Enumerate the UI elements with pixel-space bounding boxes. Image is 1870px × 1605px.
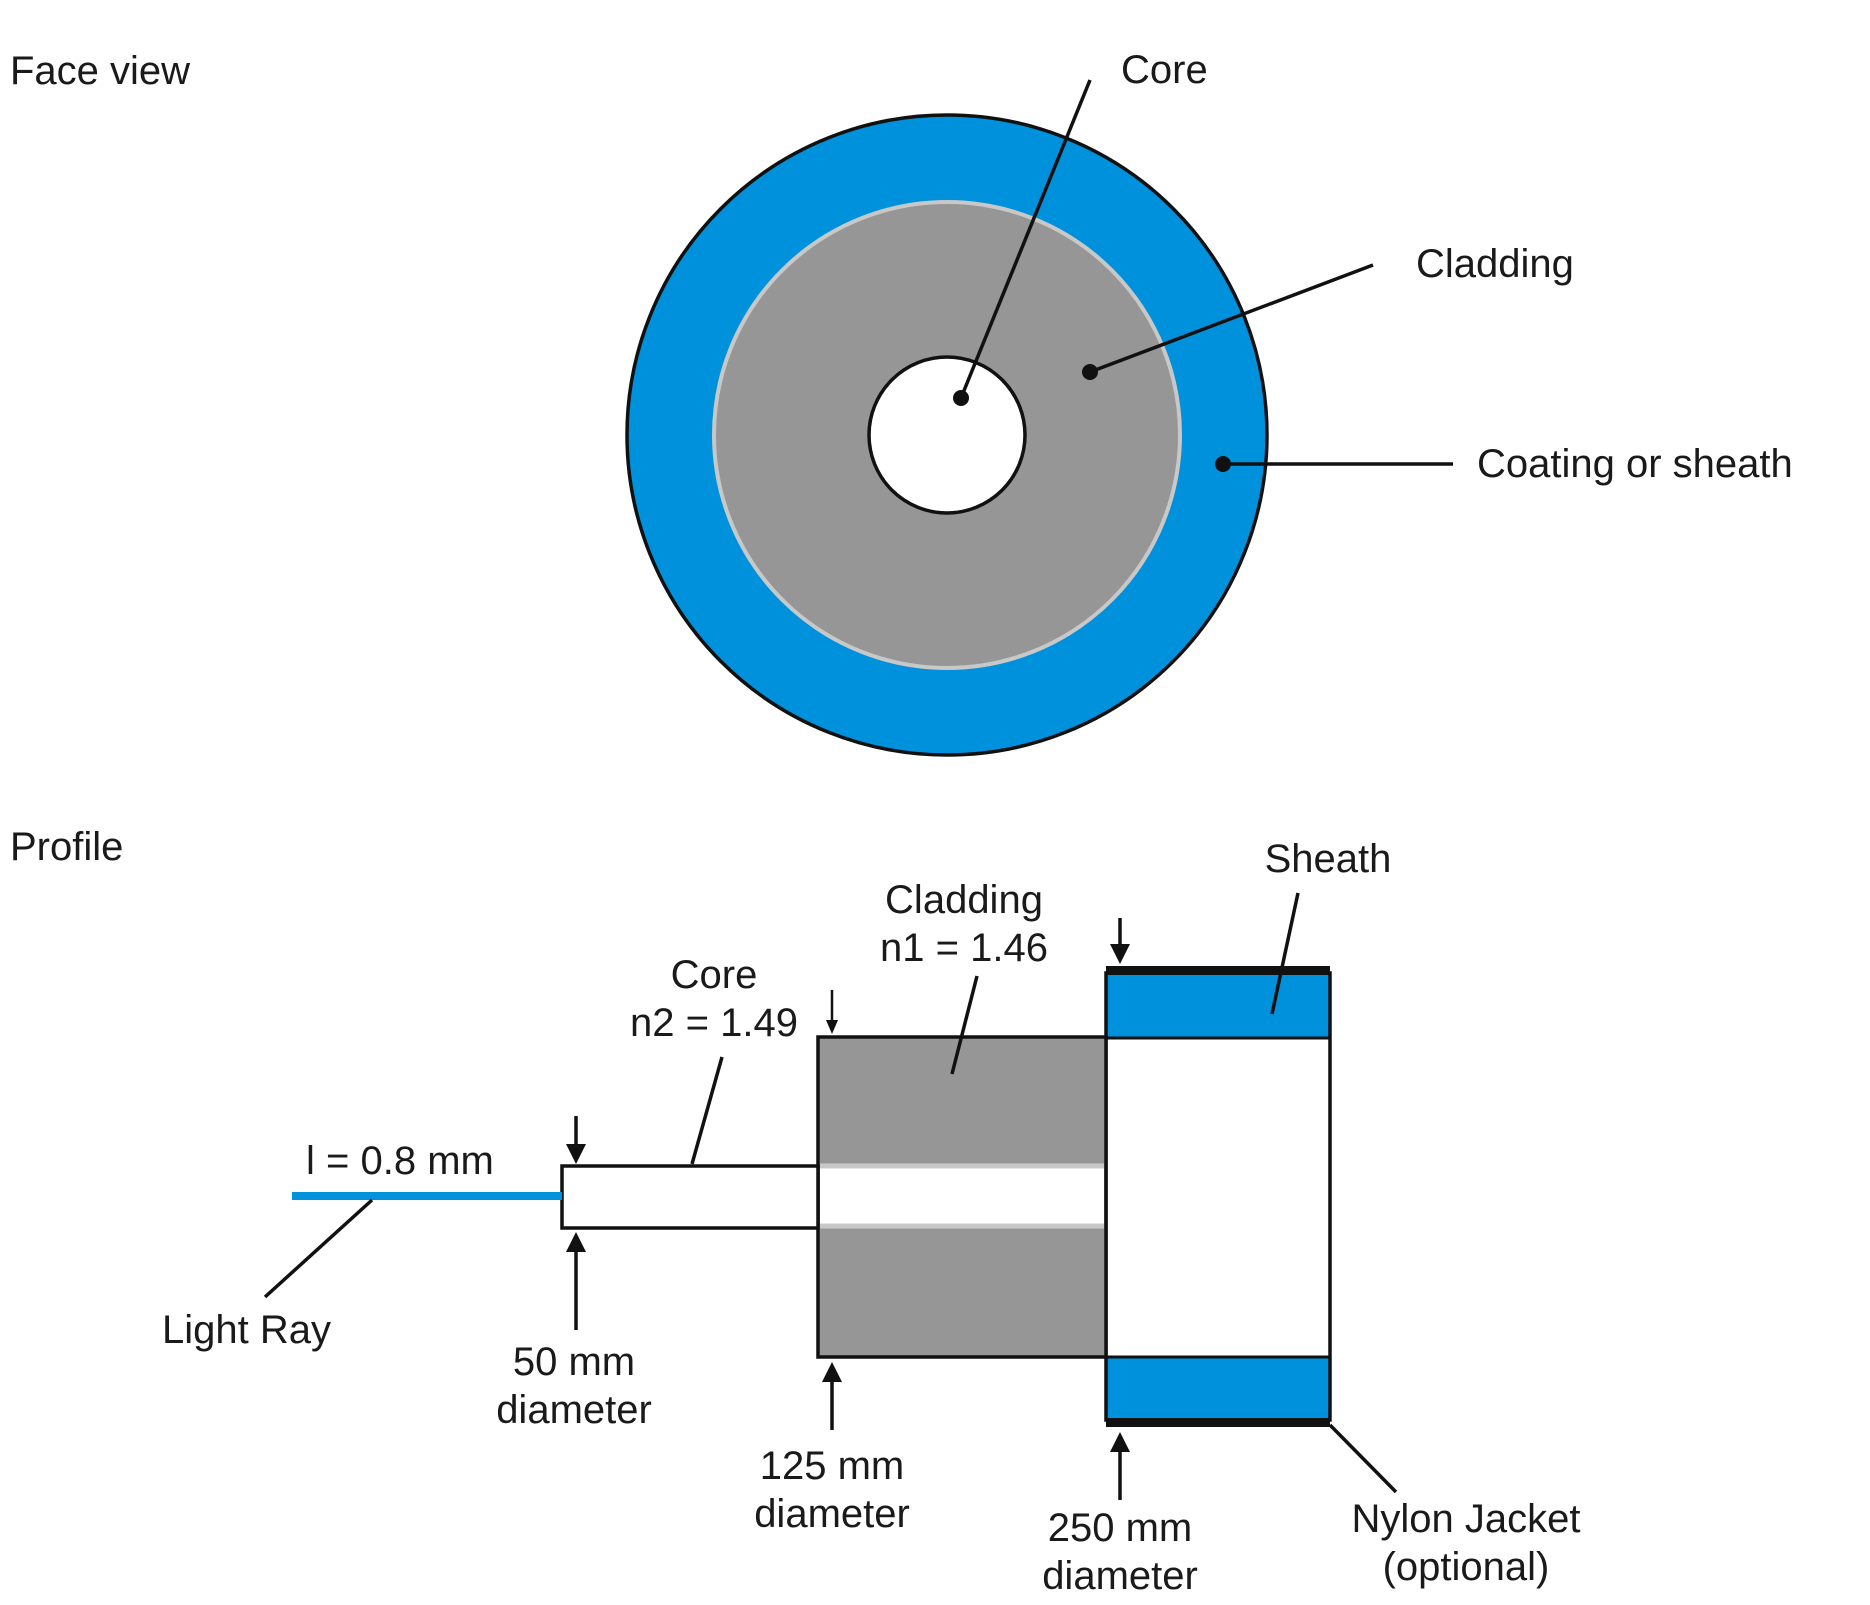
profile-jacket-leader (1328, 1423, 1398, 1494)
sheath-diameter-word: diameter (1042, 1554, 1198, 1598)
sheath-top-arrow (1110, 918, 1130, 964)
profile-core-leader (690, 1056, 724, 1165)
profile-sheath-label: Sheath (1265, 837, 1392, 881)
profile-jacket-note: (optional) (1383, 1545, 1550, 1589)
profile-core-index: n2 = 1.49 (630, 1001, 798, 1045)
core-top-arrow (566, 1116, 586, 1164)
face-view-title: Face view (10, 49, 190, 93)
profile-cladding-leader (950, 975, 979, 1075)
profile-title: Profile (10, 825, 123, 869)
face-view: Face view Core Cladding Coating or sheat… (10, 48, 1793, 757)
core-diameter-word: diameter (496, 1388, 652, 1432)
profile-sheath-leader (1270, 892, 1300, 1015)
profile-wavelength-label: l = 0.8 mm (306, 1139, 494, 1183)
face-cladding-leader-dot (1082, 364, 1098, 380)
profile-jacket-label: Nylon Jacket (1352, 1497, 1581, 1541)
profile-cladding-index: n1 = 1.46 (880, 926, 1048, 970)
face-core-leader-dot (953, 390, 969, 406)
face-cladding-label: Cladding (1416, 242, 1574, 286)
core-diameter-value: 50 mm (513, 1340, 635, 1384)
sheath-bottom-arrow (1110, 1432, 1130, 1500)
face-coating-label: Coating or sheath (1477, 442, 1793, 486)
cladding-diameter-word: diameter (754, 1492, 910, 1536)
profile-core-block (560, 1164, 820, 1230)
profile-cladding-core-channel (820, 1166, 1104, 1226)
cladding-top-arrow (826, 990, 838, 1034)
profile-cladding-label: Cladding (885, 878, 1043, 922)
face-core-leader (959, 79, 1092, 399)
cladding-bottom-arrow (822, 1362, 842, 1430)
profile-sheath-bottom-band (1106, 1357, 1330, 1420)
face-coating-leader-dot (1215, 456, 1231, 472)
profile-nylon-jacket-top (1106, 966, 1330, 975)
face-core-label: Core (1121, 48, 1208, 92)
profile-light-ray-leader (263, 1198, 374, 1299)
profile-light-ray-label: Light Ray (162, 1308, 331, 1352)
profile-nylon-jacket-bottom (1106, 1418, 1330, 1427)
profile-core-label: Core (671, 953, 758, 997)
face-cladding-leader (1089, 263, 1374, 374)
core-bottom-arrow (566, 1232, 586, 1330)
profile-view: Profile l = 0.8 mm Light Ray Core n2 = 1… (10, 825, 1580, 1598)
profile-sheath-top-band (1106, 973, 1330, 1038)
face-core-circle (867, 355, 1027, 515)
sheath-diameter-value: 250 mm (1048, 1506, 1193, 1550)
cladding-diameter-value: 125 mm (760, 1444, 905, 1488)
profile-sheath-outline (1104, 971, 1332, 1422)
